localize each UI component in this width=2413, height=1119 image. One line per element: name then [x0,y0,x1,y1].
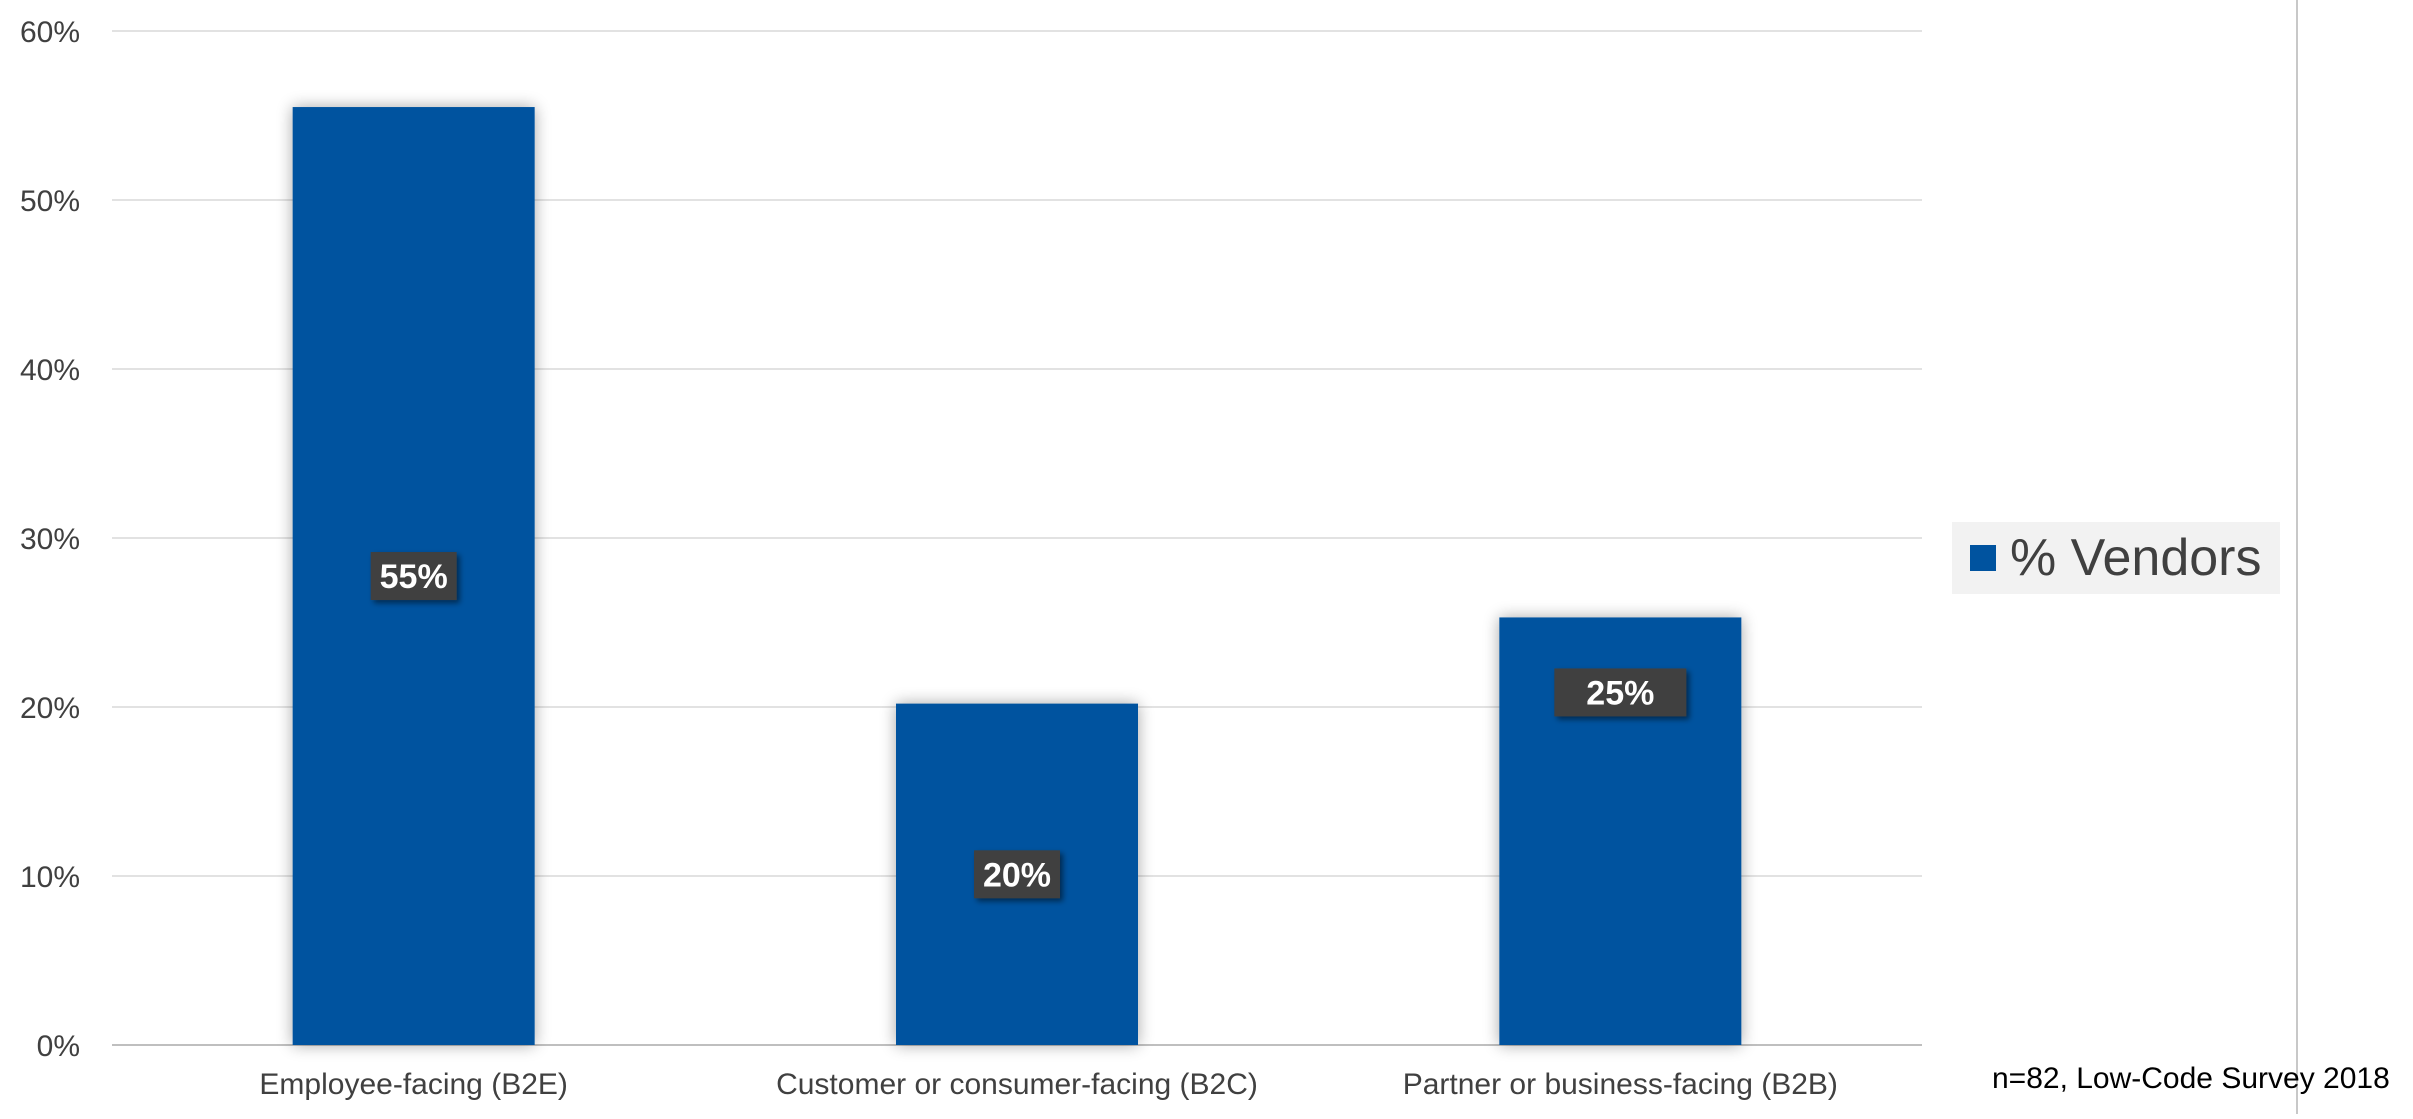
legend-swatch [1970,545,1996,571]
data-label: 55% [380,558,448,596]
legend-label-vendors: % Vendors [2010,529,2262,587]
footnote: n=82, Low-Code Survey 2018 [1992,1062,2390,1095]
bar-chart: 0% 10% 20% 30% 40% 50% 60% Employee-facing (B2… [20,16,1922,1101]
data-label-box [370,552,457,601]
data-label: 20% [983,856,1051,894]
data-label-box [974,850,1060,899]
data-label: 25% [1586,674,1654,712]
legend: % Vendors [1952,522,2280,594]
data-labels: 55% 20% 25% [370,552,1687,899]
x-tick-label: Employee-facing (B2E) [259,1068,567,1101]
y-tick-label: 20% [20,692,80,725]
bars [292,107,1742,1046]
x-axis-ticks: Employee-facing (B2E) Customer or consume… [259,1068,1838,1101]
y-tick-label: 60% [20,16,80,49]
x-tick-label: Partner or business-facing (B2B) [1403,1068,1838,1101]
y-axis-ticks: 0% 10% 20% 30% 40% 50% 60% [20,16,80,1063]
y-tick-label: 30% [20,523,80,556]
y-tick-label: 0% [37,1030,80,1063]
y-tick-label: 50% [20,185,80,218]
x-tick-label: Customer or consumer-facing (B2C) [776,1068,1258,1101]
y-tick-label: 10% [20,861,80,894]
chart-frame: 0% 10% 20% 30% 40% 50% 60% Employee-facing (B2… [20,0,2298,1114]
y-tick-label: 40% [20,354,80,387]
data-label-box [1554,668,1687,717]
